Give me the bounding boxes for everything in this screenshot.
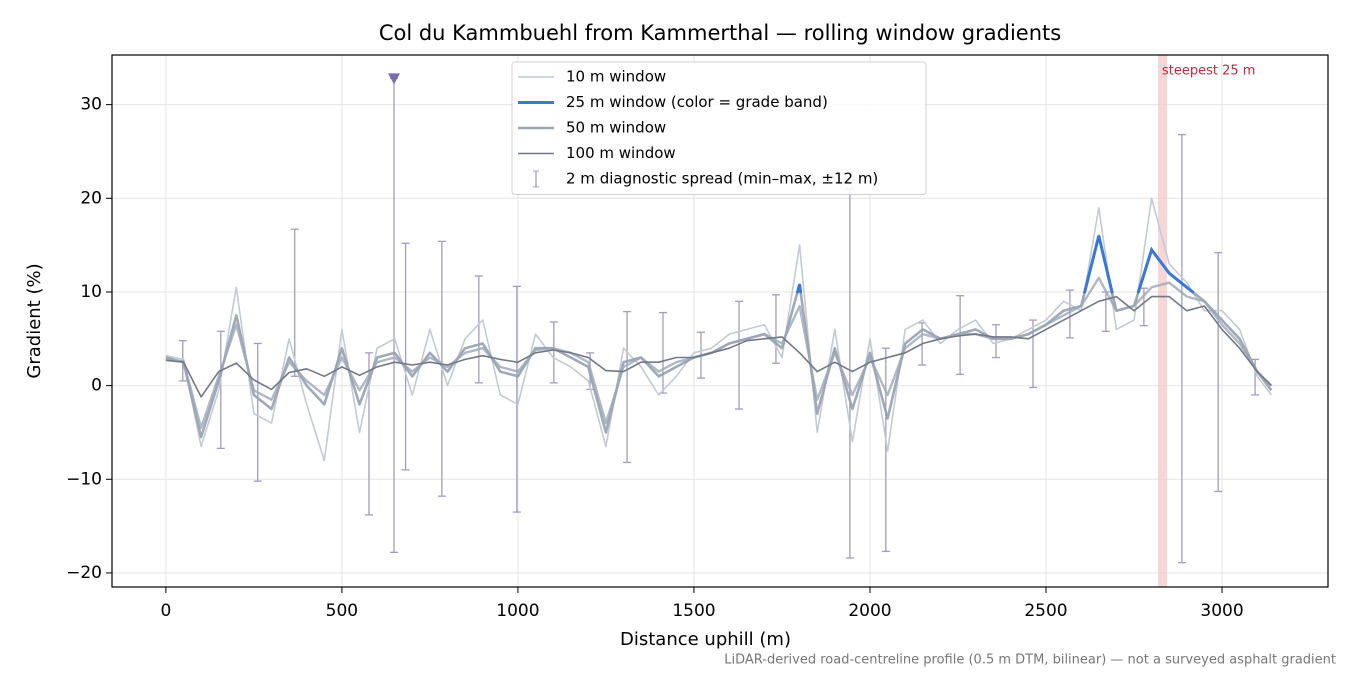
- y-tick-label: −10: [66, 469, 102, 489]
- series-line: [165, 276, 1273, 429]
- spread-bar: [549, 321, 558, 384]
- spread-bar: [389, 77, 398, 553]
- spread-bar: [474, 275, 483, 384]
- spread-bar: [881, 347, 890, 553]
- spread-bar: [290, 228, 299, 377]
- spread-bar: [771, 294, 780, 364]
- grade-band-segment: [1176, 278, 1195, 294]
- legend-label: 50 m window: [566, 119, 666, 137]
- highlight-band: [1157, 55, 1168, 587]
- legend: 10 m window 25 m window (color = grade ba…: [511, 61, 927, 195]
- legend-label: 100 m window: [566, 144, 676, 162]
- highlight-label: steepest 25 m: [1162, 64, 1255, 79]
- spread-bar: [735, 300, 744, 410]
- spread-bar: [401, 242, 410, 471]
- plot-frame: [111, 54, 1329, 588]
- y-tick-label: −20: [66, 563, 102, 583]
- grade-band-segment: [1136, 246, 1162, 294]
- x-tick-label: 1000: [496, 601, 539, 621]
- x-tick-label: 500: [326, 601, 358, 621]
- x-tick-label: 2500: [1024, 601, 1067, 621]
- spread-bar: [216, 330, 225, 450]
- spread-bar: [658, 311, 667, 394]
- x-tick-label: 1500: [672, 601, 715, 621]
- spread-bar: [1214, 251, 1223, 493]
- x-axis-label: Distance uphill (m): [620, 629, 791, 650]
- chart-title: Col du Kammbuehl from Kammerthal — rolli…: [379, 21, 1061, 45]
- legend-label: 25 m window (color = grade band): [566, 93, 828, 111]
- y-tick-label: 30: [80, 95, 102, 115]
- spread-bar: [845, 188, 854, 559]
- y-tick-label: 0: [91, 376, 102, 396]
- y-tick-label: 20: [80, 188, 102, 208]
- spread-bar: [1177, 133, 1186, 564]
- spread-bar: [623, 310, 632, 464]
- spread-bar: [253, 342, 262, 482]
- peak-marker: [387, 73, 400, 85]
- legend-label: 2 m diagnostic spread (min–max, ±12 m): [566, 170, 878, 188]
- y-tick-label: 10: [80, 282, 102, 302]
- x-tick-label: 0: [160, 601, 171, 621]
- legend-box: [511, 61, 927, 195]
- y-axis-label: Gradient (%): [24, 263, 45, 378]
- x-tick-label: 2000: [848, 601, 891, 621]
- spread-bar: [992, 324, 1001, 359]
- series-line: [165, 197, 1272, 462]
- legend-label: 10 m window: [566, 68, 666, 86]
- footnote: LiDAR-derived road-centreline profile (0…: [724, 653, 1336, 668]
- grade-band-segment: [1158, 260, 1180, 282]
- plot-layer: [165, 77, 1273, 564]
- spread-bar: [1065, 289, 1074, 339]
- series-line: [165, 295, 1272, 398]
- grade-band-segment: [796, 284, 803, 294]
- spread-bar: [512, 285, 521, 513]
- grade-band-segment: [1083, 235, 1114, 294]
- x-tick-label: 3000: [1200, 601, 1243, 621]
